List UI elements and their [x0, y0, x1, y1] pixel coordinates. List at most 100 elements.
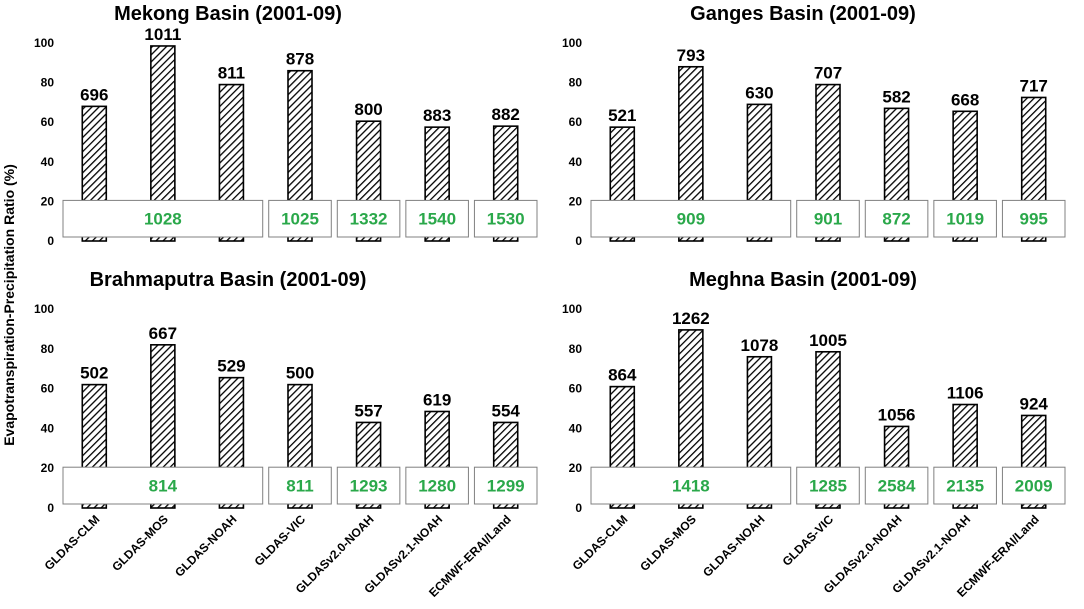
- precipitation-box: [62, 466, 264, 505]
- chart-panel-2: Ganges Basin (2001-09) 0 20 40 60 80 100 909 901…: [562, 3, 1066, 248]
- bar-value-label: 882: [492, 105, 520, 124]
- bar-value-label: 811: [218, 64, 245, 83]
- precipitation-label: 1028: [144, 210, 182, 229]
- y-tick-label: 20: [41, 461, 55, 475]
- y-tick-label: 40: [41, 155, 55, 169]
- y-tick-label: 40: [569, 155, 583, 169]
- precipitation-box: [473, 199, 538, 238]
- y-tick-label: 40: [569, 421, 583, 435]
- bar-value-label: 1005: [809, 331, 847, 350]
- bar-value-label: 924: [1020, 394, 1049, 413]
- bar-value-label: 696: [80, 85, 108, 104]
- precipitation-label: 1418: [672, 477, 710, 496]
- precipitation-label: 909: [677, 210, 705, 229]
- y-tick-label: 0: [575, 501, 582, 515]
- bar-value-label: 717: [1020, 76, 1048, 95]
- precipitation-label: 1280: [418, 477, 456, 496]
- precipitation-label: 811: [286, 477, 313, 496]
- bar-value-label: 667: [149, 324, 177, 343]
- bar-value-label: 529: [217, 357, 245, 376]
- x-category-label: GLDAS-VIC: [780, 512, 837, 569]
- precipitation-label: 2584: [878, 477, 916, 496]
- y-tick-label: 60: [569, 382, 583, 396]
- bar-value-label: 864: [608, 366, 637, 385]
- y-tick-label: 80: [569, 76, 583, 90]
- precipitation-box: [405, 199, 469, 238]
- bar-value-label: 1078: [741, 336, 779, 355]
- bar-value-label: 1011: [144, 25, 181, 44]
- chart-panel-1: Mekong Basin (2001-09) 0 20 40 60 80 100 1028 10…: [34, 3, 538, 248]
- precipitation-label: 1530: [487, 210, 525, 229]
- precipitation-label: 814: [149, 477, 178, 496]
- y-tick-label: 40: [41, 421, 55, 435]
- bar-value-label: 668: [951, 90, 979, 109]
- y-tick-label: 80: [41, 76, 55, 90]
- y-tick-label: 0: [47, 234, 54, 248]
- precipitation-label: 1293: [350, 477, 388, 496]
- x-category-label: GLDAS-NOAH: [172, 512, 239, 579]
- y-tick-label: 0: [47, 501, 54, 515]
- precipitation-label: 1285: [809, 477, 847, 496]
- y-tick-label: 80: [569, 342, 583, 356]
- precipitation-box: [796, 199, 860, 238]
- y-tick-label: 60: [41, 115, 55, 129]
- bar-value-label: 554: [492, 401, 521, 420]
- bar-value-label: 582: [882, 87, 910, 106]
- y-tick-label: 60: [569, 115, 583, 129]
- y-tick-label: 20: [569, 194, 583, 208]
- precipitation-box: [62, 199, 264, 238]
- y-tick-label: 0: [575, 234, 582, 248]
- precipitation-label: 1025: [281, 210, 319, 229]
- bar-value-label: 619: [423, 390, 451, 409]
- precipitation-label: 1019: [946, 210, 984, 229]
- x-category-label: GLDAS-VIC: [252, 512, 309, 569]
- precipitation-box: [336, 466, 401, 505]
- precipitation-box: [590, 199, 792, 238]
- bar-value-label: 883: [423, 106, 451, 125]
- bar-value-label: 793: [677, 46, 705, 65]
- chart-title: Meghna Basin (2001-09): [689, 269, 917, 291]
- chart-title: Brahmaputra Basin (2001-09): [90, 269, 367, 291]
- y-tick-label: 20: [569, 461, 583, 475]
- chart-panel-3: Brahmaputra Basin (2001-09) 0 20 40 60 80 100 8…: [34, 269, 538, 600]
- x-category-label: GLDAS-CLM: [570, 512, 631, 573]
- precipitation-box: [1001, 199, 1066, 238]
- precipitation-box: [1001, 466, 1066, 505]
- precipitation-label: 1540: [418, 210, 456, 229]
- chart-title: Ganges Basin (2001-09): [690, 3, 916, 25]
- precipitation-box: [336, 199, 401, 238]
- precipitation-label: 872: [882, 210, 910, 229]
- precipitation-label: 1299: [487, 477, 525, 496]
- x-category-label: GLDAS-MOS: [637, 512, 699, 574]
- precipitation-label: 2009: [1015, 477, 1053, 496]
- bar-value-label: 630: [745, 83, 773, 102]
- y-tick-label: 20: [41, 194, 55, 208]
- precipitation-box: [933, 199, 997, 238]
- chart-title: Mekong Basin (2001-09): [114, 3, 342, 25]
- y-tick-label: 100: [34, 302, 54, 316]
- y-tick-label: 100: [562, 302, 582, 316]
- bar-value-label: 502: [80, 364, 108, 383]
- precipitation-label: 1332: [350, 210, 388, 229]
- precipitation-box: [268, 199, 332, 238]
- precipitation-label: 2135: [946, 477, 984, 496]
- chart-panel-4: Meghna Basin (2001-09) 0 20 40 60 80 100 1418 12…: [562, 269, 1066, 600]
- precipitation-box: [933, 466, 997, 505]
- bar-value-label: 800: [354, 100, 382, 119]
- x-category-label: GLDAS-NOAH: [700, 512, 767, 579]
- precipitation-label: 901: [814, 210, 842, 229]
- precipitation-box: [864, 199, 929, 238]
- precipitation-box: [473, 466, 538, 505]
- bar-value-label: 878: [286, 50, 314, 69]
- x-category-label: GLDAS-MOS: [109, 512, 171, 574]
- bar-value-label: 707: [814, 64, 842, 83]
- y-tick-label: 100: [562, 36, 582, 50]
- y-tick-label: 100: [34, 36, 54, 50]
- precipitation-box: [268, 466, 332, 505]
- precipitation-box: [405, 466, 469, 505]
- precipitation-box: [864, 466, 929, 505]
- bar-value-label: 500: [286, 364, 314, 383]
- precipitation-box: [796, 466, 860, 505]
- bar-value-label: 1056: [878, 405, 916, 424]
